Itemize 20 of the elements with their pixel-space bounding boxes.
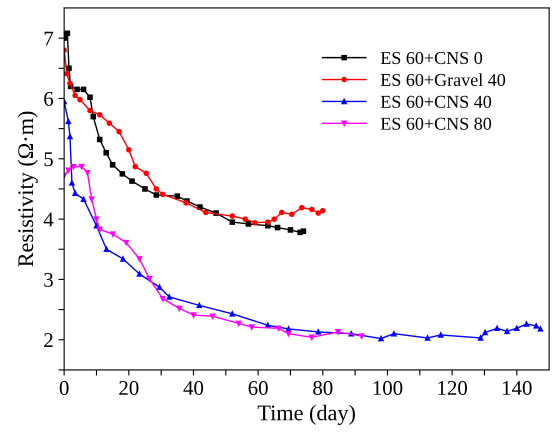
legend-label: ES 60+CNS 40 bbox=[380, 96, 492, 108]
x-tick-label: 80 bbox=[313, 380, 332, 395]
legend-label: ES 60+Gravel 40 bbox=[380, 73, 506, 86]
y-tick-label: 3 bbox=[44, 272, 53, 287]
y-tick-label: 7 bbox=[44, 32, 54, 46]
x-axis-title: Time (day) bbox=[258, 404, 355, 425]
legend-label: ES 60+CNS 0 bbox=[380, 52, 482, 64]
x-tick-label: 60 bbox=[248, 380, 268, 395]
x-tick-label: 120 bbox=[438, 380, 467, 395]
y-tick-label: 6 bbox=[44, 92, 54, 106]
x-tick-label: 140 bbox=[503, 380, 532, 395]
y-tick-label: 4 bbox=[44, 212, 54, 226]
y-tick-label: 2 bbox=[44, 333, 53, 347]
x-tick-label: 100 bbox=[374, 380, 402, 395]
y-tick-label: 5 bbox=[44, 152, 53, 166]
y-axis-title: Resistivity (Ω·m) bbox=[18, 112, 38, 267]
legend-label: ES 60+CNS 80 bbox=[380, 118, 492, 130]
x-tick-label: 20 bbox=[119, 380, 138, 395]
x-tick-label: 0 bbox=[60, 380, 69, 395]
x-tick-label: 40 bbox=[183, 380, 204, 395]
